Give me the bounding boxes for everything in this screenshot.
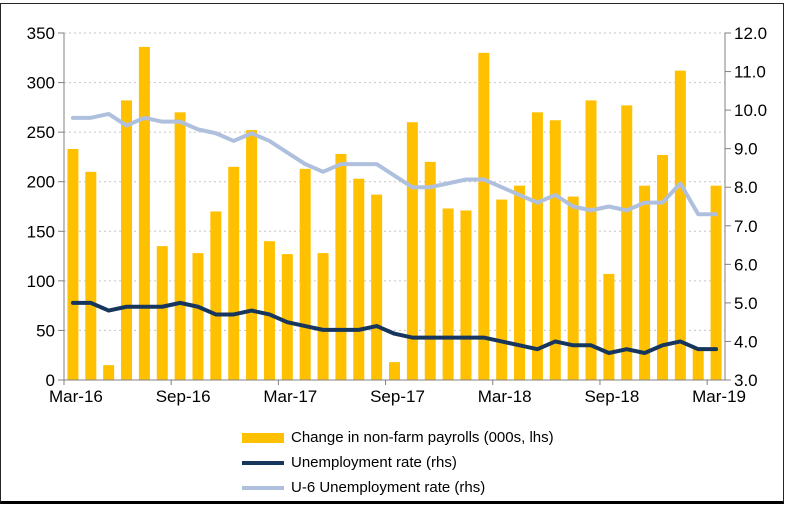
right-axis-tick-label: 8.0: [734, 178, 758, 197]
legend-item-payrolls: Change in non-farm payrolls (000s, lhs): [242, 425, 554, 450]
right-axis-tick-label: 11.0: [734, 63, 766, 82]
right-axis-tick-label: 7.0: [734, 217, 758, 236]
bar-Jun-16: [121, 100, 133, 381]
legend-item-unemployment: Unemployment rate (rhs): [242, 450, 554, 475]
x-axis-tick-label: Sep-18: [584, 387, 639, 406]
bar-Jul-17: [353, 178, 365, 380]
left-axis-tick-label: 100: [27, 272, 55, 291]
legend-label-payrolls: Change in non-farm payrolls (000s, lhs): [291, 429, 554, 446]
bar-Oct-16: [192, 253, 204, 380]
gridlines: [64, 32, 725, 331]
x-axis-tick-label: Mar-17: [263, 387, 317, 406]
left-axis-tick-label: 0: [46, 371, 55, 390]
bar-Sep-18: [603, 273, 615, 380]
left-axis-tick-label: 300: [27, 74, 55, 93]
right-axis-tick-label: 9.0: [734, 140, 758, 159]
right-axis-tick-label: 5.0: [734, 294, 758, 313]
bar-Aug-17: [371, 194, 383, 380]
bar-Jul-18: [567, 196, 579, 380]
bar-Jan-18: [460, 210, 472, 380]
legend-label-u6: U-6 Unemployment rate (rhs): [291, 479, 486, 496]
left-axis-tick-label: 200: [27, 173, 55, 192]
bar-Nov-17: [424, 161, 436, 380]
x-axis-tick-label: Mar-16: [49, 387, 103, 406]
bar-Mar-18: [496, 199, 508, 380]
bar-Jan-17: [246, 130, 258, 380]
bar-Nov-18: [639, 185, 651, 380]
right-axis-tick-label: 4.0: [734, 332, 758, 351]
unemployment-line-swatch: [242, 460, 284, 465]
bar-Sep-16: [174, 112, 186, 380]
axes: [58, 32, 731, 385]
payrolls-bar-swatch: [242, 432, 284, 443]
bar-Dec-17: [442, 208, 454, 380]
u6-line: [70, 111, 719, 217]
bar-Mar-19: [710, 185, 722, 380]
bar-May-18: [531, 112, 543, 380]
left-axis-tick-label: 350: [27, 24, 55, 43]
legend-label-unemployment: Unemployment rate (rhs): [291, 454, 457, 471]
bar-Apr-16: [85, 171, 97, 380]
left-axis-tick-label: 150: [27, 222, 55, 241]
bar-May-16: [103, 365, 115, 380]
bar-Sep-17: [389, 362, 400, 380]
bar-Jan-19: [674, 70, 686, 381]
bar-Oct-17: [406, 122, 418, 380]
right-axis-tick-label: 3.0: [734, 371, 758, 390]
x-axis-tick-label: Mar-19: [692, 387, 746, 406]
x-axis-tick-label: Mar-18: [478, 387, 532, 406]
bar-Nov-16: [210, 211, 222, 380]
axis-tick-labels: 0 50 100 150 200 250 300 350 3.0 4.0 5.0 6.0 7.0 8.0 9…: [27, 24, 767, 406]
bar-Jun-18: [549, 120, 561, 380]
bar-Jun-17: [335, 153, 347, 380]
u6-line-swatch: [242, 485, 284, 490]
bar-Feb-18: [478, 52, 490, 380]
unemployment-line: [70, 300, 719, 356]
bar-May-17: [317, 253, 329, 380]
bar-Feb-17: [263, 241, 275, 380]
x-axis-tick-label: Sep-16: [156, 387, 211, 406]
right-axis-tick-label: 6.0: [734, 255, 758, 274]
bar-Dec-18: [656, 154, 668, 380]
bar-Aug-16: [156, 246, 168, 380]
bar-Mar-17: [281, 254, 293, 380]
bar-Apr-18: [514, 185, 526, 380]
x-axis-tick-label: Sep-17: [370, 387, 425, 406]
bar-Aug-18: [585, 100, 597, 381]
left-axis-tick-label: 50: [36, 321, 55, 340]
left-axis-tick-label: 250: [27, 123, 55, 142]
bar-Dec-16: [228, 166, 240, 380]
bar-Apr-17: [299, 168, 311, 380]
chart-legend: Change in non-farm payrolls (000s, lhs) …: [242, 425, 554, 500]
bar-Oct-18: [621, 105, 633, 381]
legend-item-u6: U-6 Unemployment rate (rhs): [242, 475, 554, 500]
payroll-bars: [67, 46, 722, 381]
bar-Feb-19: [692, 347, 704, 380]
bar-Mar-16: [67, 149, 79, 380]
bar-Jul-16: [138, 46, 150, 380]
right-axis-tick-label: 12.0: [734, 24, 767, 43]
right-axis-tick-label: 10.0: [734, 101, 767, 120]
